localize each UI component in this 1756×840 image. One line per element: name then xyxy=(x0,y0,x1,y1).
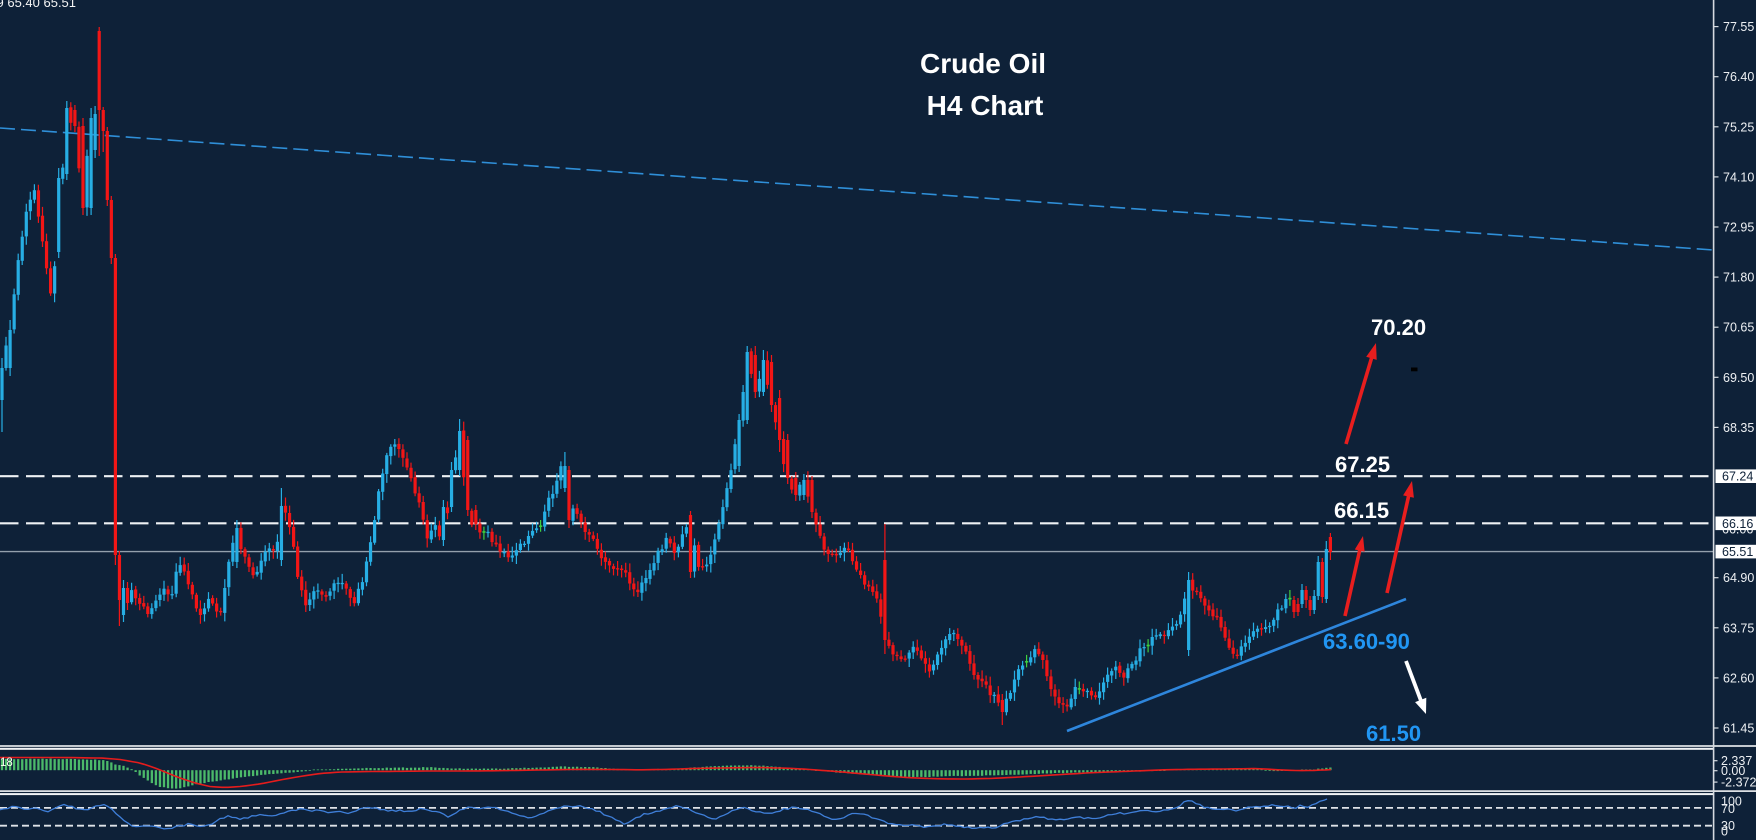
svg-text:69.50: 69.50 xyxy=(1723,371,1754,385)
svg-text:9 65.40 65.51: 9 65.40 65.51 xyxy=(0,0,76,10)
svg-text:74.10: 74.10 xyxy=(1723,170,1754,184)
svg-text:61.45: 61.45 xyxy=(1723,722,1754,736)
svg-text:-2.372: -2.372 xyxy=(1721,776,1756,790)
svg-text:2.337: 2.337 xyxy=(1721,754,1752,768)
svg-text:76.40: 76.40 xyxy=(1723,70,1754,84)
svg-text:64.90: 64.90 xyxy=(1723,571,1754,585)
svg-text:66.15: 66.15 xyxy=(1334,498,1389,523)
svg-text:0.00: 0.00 xyxy=(1721,764,1745,778)
svg-text:62.60: 62.60 xyxy=(1723,671,1754,685)
svg-text:66.16: 66.16 xyxy=(1722,517,1753,531)
svg-text:Crude Oil: Crude Oil xyxy=(920,48,1046,79)
svg-text:67.25: 67.25 xyxy=(1335,452,1390,477)
svg-text:70.20: 70.20 xyxy=(1371,315,1426,340)
svg-text:18: 18 xyxy=(0,757,13,769)
svg-text:0: 0 xyxy=(1721,825,1728,839)
svg-text:68.35: 68.35 xyxy=(1723,421,1754,435)
svg-text:100: 100 xyxy=(1721,795,1742,809)
svg-text:65.51: 65.51 xyxy=(1722,545,1753,559)
svg-text:67.24: 67.24 xyxy=(1722,470,1753,484)
svg-text:30: 30 xyxy=(1721,819,1735,833)
svg-text:61.50: 61.50 xyxy=(1366,721,1421,746)
svg-text:72.95: 72.95 xyxy=(1723,221,1754,235)
svg-text:70: 70 xyxy=(1721,802,1735,816)
svg-text:75.25: 75.25 xyxy=(1723,120,1754,134)
svg-text:71.80: 71.80 xyxy=(1723,271,1754,285)
svg-text:63.75: 63.75 xyxy=(1723,621,1754,635)
svg-text:H4 Chart: H4 Chart xyxy=(927,90,1044,121)
svg-text:77.55: 77.55 xyxy=(1723,20,1754,34)
svg-text:70.65: 70.65 xyxy=(1723,321,1754,335)
svg-text:63.60-90: 63.60-90 xyxy=(1323,629,1410,654)
